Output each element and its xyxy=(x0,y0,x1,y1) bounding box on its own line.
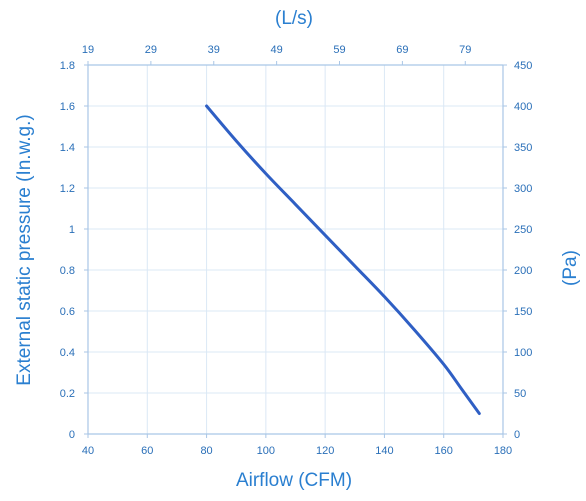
y-tick-label: 1.6 xyxy=(60,101,75,113)
x-axis-label: Airflow (CFM) xyxy=(236,470,352,491)
top-tick-label: 19 xyxy=(82,44,94,56)
series-line xyxy=(205,104,481,415)
right-tick-label: 50 xyxy=(514,388,526,400)
y-tick-label: 1.2 xyxy=(60,183,75,195)
y-tick-label: 0.8 xyxy=(60,265,75,277)
top-tick-label: 69 xyxy=(396,44,408,56)
grid xyxy=(87,64,504,435)
y-tick-label: 1.4 xyxy=(60,142,75,154)
y-tick-label: 1 xyxy=(69,224,75,236)
right-tick-label: 0 xyxy=(514,429,520,441)
axes xyxy=(84,61,507,438)
right-tick-label: 150 xyxy=(514,306,532,318)
top-tick-label: 59 xyxy=(333,44,345,56)
x-tick-label: 140 xyxy=(375,445,393,457)
y-tick-label: 0.4 xyxy=(60,347,75,359)
right-tick-label: 100 xyxy=(514,347,532,359)
right-tick-label: 450 xyxy=(514,60,532,72)
top-tick-label: 49 xyxy=(271,44,283,56)
right-tick-label: 300 xyxy=(514,183,532,195)
top-axis-label: (L/s) xyxy=(275,8,313,29)
right-tick-label: 350 xyxy=(514,142,532,154)
x-tick-label: 60 xyxy=(141,445,153,457)
top-tick-label: 79 xyxy=(459,44,471,56)
top-tick-label: 39 xyxy=(208,44,220,56)
x-tick-label: 80 xyxy=(200,445,212,457)
right-axis-label: (Pa) xyxy=(560,250,581,286)
x-tick-label: 40 xyxy=(82,445,94,457)
right-tick-label: 200 xyxy=(514,265,532,277)
x-tick-label: 180 xyxy=(494,445,512,457)
x-tick-label: 120 xyxy=(316,445,334,457)
series-layer xyxy=(205,104,481,415)
y-tick-label: 1.8 xyxy=(60,60,75,72)
x-tick-label: 100 xyxy=(257,445,275,457)
x-tick-label: 160 xyxy=(435,445,453,457)
y-tick-label: 0.2 xyxy=(60,388,75,400)
y-axis-label: External static pressure (In.w.g.) xyxy=(14,114,35,385)
top-tick-label: 29 xyxy=(145,44,157,56)
tick-labels: 40 60 80 100 120 140 160 180 19 29 39 49 59 69 79 0 0.2 0… xyxy=(60,44,533,457)
y-tick-label: 0.6 xyxy=(60,306,75,318)
right-tick-label: 250 xyxy=(514,224,532,236)
right-tick-label: 400 xyxy=(514,101,532,113)
y-tick-label: 0 xyxy=(69,429,75,441)
